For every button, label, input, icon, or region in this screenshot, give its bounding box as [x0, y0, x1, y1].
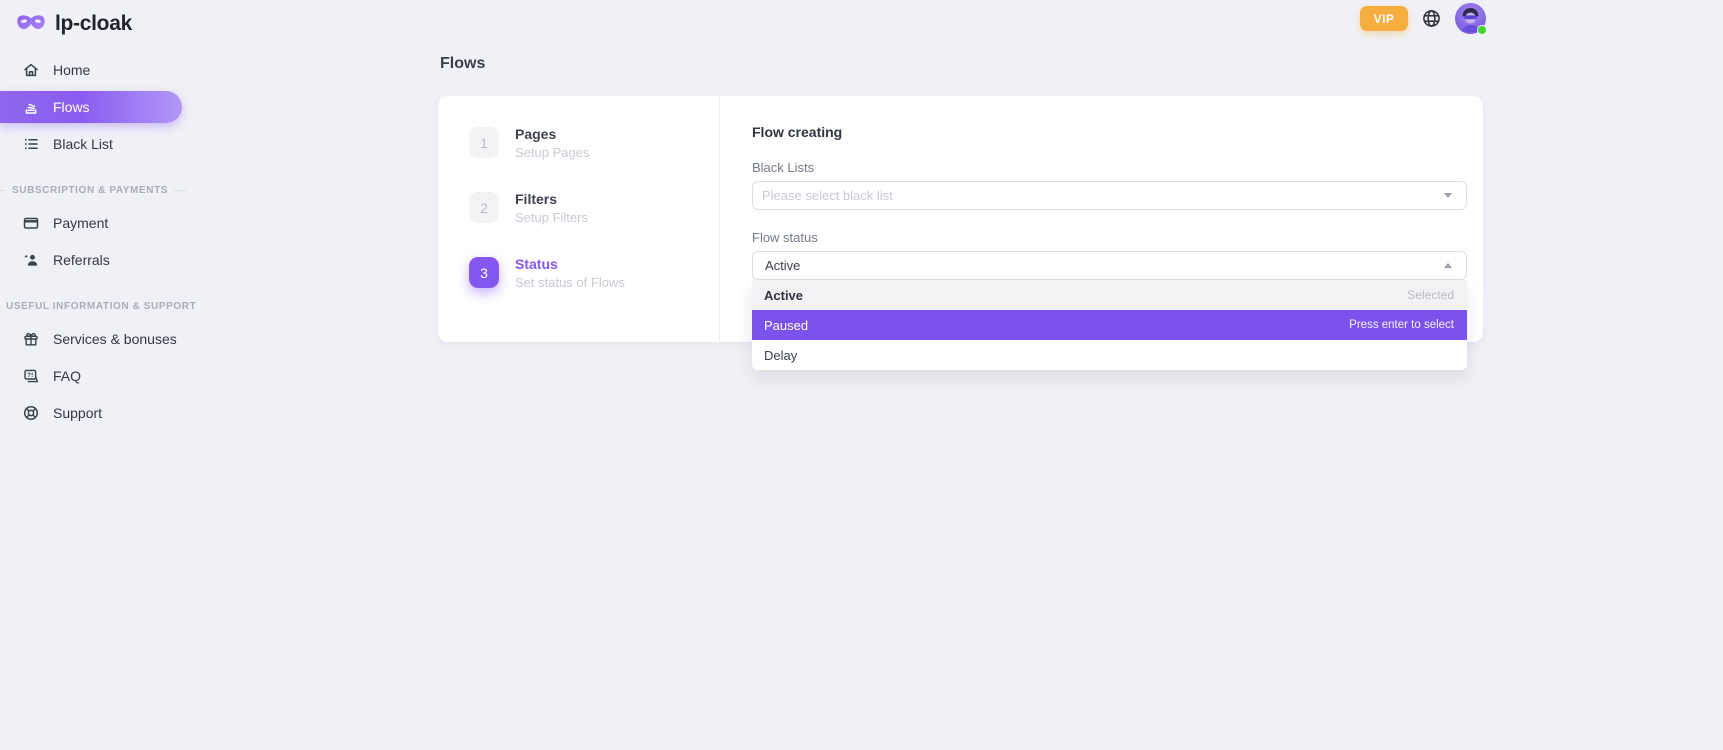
option-state: Press enter to select [1349, 319, 1454, 331]
step-title: Pages [515, 126, 557, 142]
sidebar-item-label: Payment [53, 215, 109, 231]
sidebar-item-referrals[interactable]: Referrals [0, 244, 182, 276]
step-status[interactable]: 3 Status Set status of Flows [469, 256, 719, 290]
sidebar-item-label: Flows [53, 99, 90, 115]
credit-card-icon [22, 214, 40, 232]
sidebar-item-support[interactable]: Support [0, 397, 182, 429]
sidebar-item-black-list[interactable]: Black List [0, 128, 182, 160]
flow-status-label: Flow status [752, 230, 818, 245]
chevron-down-icon [1444, 193, 1452, 198]
page-title: Flows [440, 55, 486, 72]
option-label: Delay [764, 347, 798, 363]
step-subtitle: Set status of Flows [515, 275, 625, 290]
option-label: Paused [764, 317, 809, 333]
vip-button[interactable]: VIP [1360, 6, 1408, 31]
sidebar-item-label: Black List [53, 136, 113, 152]
sidebar-item-faq[interactable]: ?! FAQ [0, 360, 182, 392]
wizard-steps: 1 Pages Setup Pages 2 Filters Setup Filt… [438, 96, 720, 342]
step-title: Status [515, 256, 558, 272]
svg-text:?!: ?! [27, 372, 33, 379]
referral-person-icon [22, 251, 40, 269]
flow-status-select[interactable]: Active [752, 251, 1467, 280]
black-lists-select[interactable] [752, 181, 1467, 210]
faq-bubble-icon: ?! [22, 367, 40, 385]
flows-stack-icon [22, 98, 40, 116]
step-title: Filters [515, 191, 558, 207]
option-label: Active [764, 287, 804, 303]
option-state: Selected [1407, 288, 1454, 302]
chevron-up-icon [1444, 263, 1452, 268]
step-subtitle: Setup Pages [515, 145, 590, 160]
sidebar-item-home[interactable]: Home [0, 54, 182, 86]
sidebar-item-services-bonuses[interactable]: Services & bonuses [0, 323, 182, 355]
step-filters[interactable]: 2 Filters Setup Filters [469, 191, 719, 225]
black-lists-input[interactable] [753, 188, 1395, 203]
flow-creating-card: 1 Pages Setup Pages 2 Filters Setup Filt… [438, 96, 1483, 370]
home-icon [22, 61, 40, 79]
globe-icon[interactable] [1421, 8, 1442, 29]
online-status-dot [1477, 25, 1487, 35]
black-lists-label: Black Lists [752, 160, 815, 175]
user-avatar[interactable] [1455, 3, 1487, 35]
sidebar: lp-cloak Home Flows [0, 0, 200, 750]
form-title: Flow creating [752, 124, 843, 140]
flow-creating-form: Flow creating Black Lists Flow status Ac… [720, 96, 1483, 370]
sidebar-item-label: Referrals [53, 252, 110, 268]
sidebar-item-payment[interactable]: Payment [0, 207, 182, 239]
step-number-badge: 3 [469, 257, 499, 288]
app-logo: lp-cloak [0, 0, 200, 40]
sidebar-item-label: Services & bonuses [53, 331, 177, 347]
sidebar-section-support-info: USEFUL INFORMATION & SUPPORT [0, 298, 200, 314]
step-subtitle: Setup Filters [515, 210, 588, 225]
list-icon [22, 135, 40, 153]
mask-icon [15, 13, 47, 35]
step-pages[interactable]: 1 Pages Setup Pages [469, 126, 719, 160]
option-delay[interactable]: Delay [752, 340, 1467, 370]
option-paused[interactable]: Paused Press enter to select [752, 310, 1467, 340]
sidebar-item-flows[interactable]: Flows [0, 91, 182, 123]
topbar: VIP [1360, 3, 1487, 35]
sidebar-section-subscription: SUBSCRIPTION & PAYMENTS [0, 182, 200, 198]
app-name: lp-cloak [55, 12, 132, 35]
sidebar-item-label: Support [53, 405, 103, 421]
sidebar-item-label: Home [53, 62, 91, 78]
option-active[interactable]: Active Selected [752, 280, 1467, 310]
gift-icon [22, 330, 40, 348]
step-number-badge: 2 [469, 192, 499, 223]
step-number-badge: 1 [469, 127, 499, 158]
flow-status-value: Active [765, 258, 801, 273]
flow-status-dropdown: Active Selected Paused Press enter to se… [752, 280, 1467, 370]
sidebar-item-label: FAQ [53, 368, 82, 384]
lifebuoy-icon [22, 404, 40, 422]
sidebar-nav: Home Flows Black List SUBSCRIP [0, 54, 200, 429]
